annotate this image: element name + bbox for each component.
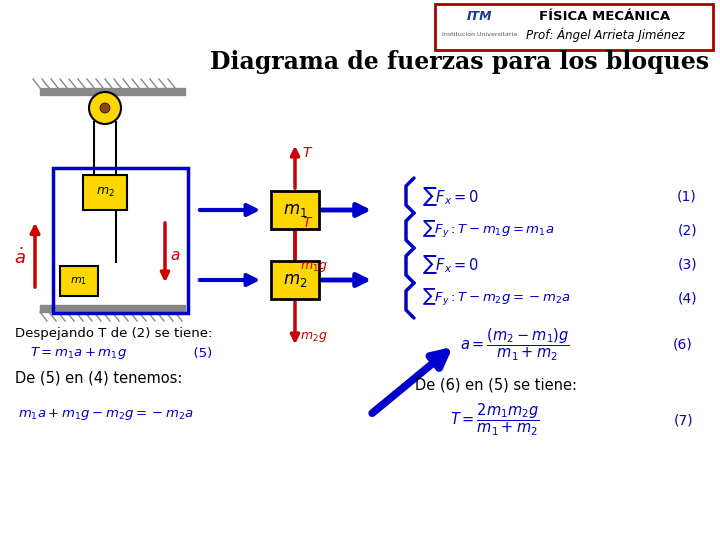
- Text: (6): (6): [673, 338, 693, 352]
- Bar: [435, 4, 713, 50]
- Text: $m_2g$: $m_2g$: [300, 330, 328, 344]
- Text: ITM: ITM: [467, 10, 492, 23]
- Text: $m_2$: $m_2$: [283, 271, 307, 289]
- Text: $\dot{a}$: $\dot{a}$: [14, 248, 26, 268]
- Text: $m_1g$: $m_1g$: [300, 260, 328, 274]
- Text: (4): (4): [678, 291, 697, 305]
- Text: De (6) en (5) se tiene:: De (6) en (5) se tiene:: [415, 377, 577, 393]
- Text: $a = \dfrac{(m_2 - m_1)g}{m_1 + m_2}$: $a = \dfrac{(m_2 - m_1)g}{m_1 + m_2}$: [460, 327, 570, 363]
- Text: Institución Universitaria: Institución Universitaria: [442, 31, 518, 37]
- Text: $\sum F_y : T - m_2g = -m_2a$: $\sum F_y : T - m_2g = -m_2a$: [422, 287, 570, 308]
- Text: Prof: Ángel Arrieta Jiménez: Prof: Ángel Arrieta Jiménez: [526, 28, 684, 42]
- Text: $\sum F_y : T - m_1g = m_1a$: $\sum F_y : T - m_1g = m_1a$: [422, 219, 554, 240]
- Text: Despejando T de (2) se tiene:: Despejando T de (2) se tiene:: [15, 327, 212, 340]
- Text: (7): (7): [673, 413, 693, 427]
- Text: Diagrama de fuerzas para los bloques: Diagrama de fuerzas para los bloques: [210, 50, 709, 74]
- Bar: [83, 175, 127, 210]
- Text: $a$: $a$: [170, 247, 180, 262]
- Bar: [53, 168, 188, 313]
- Text: $T = m_1a + m_1g$: $T = m_1a + m_1g$: [30, 345, 127, 361]
- Text: $m_1a + m_1g - m_2g = -m_2a$: $m_1a + m_1g - m_2g = -m_2a$: [18, 408, 194, 422]
- Text: $\sum F_x = 0$: $\sum F_x = 0$: [422, 186, 480, 208]
- Bar: [60, 266, 98, 296]
- Text: (1): (1): [678, 190, 697, 204]
- Text: (2): (2): [678, 223, 697, 237]
- Text: $T$: $T$: [302, 216, 313, 230]
- Bar: [271, 261, 319, 299]
- Circle shape: [89, 92, 121, 124]
- Circle shape: [100, 103, 110, 113]
- Text: $T$: $T$: [302, 146, 313, 160]
- Text: $m_1$: $m_1$: [283, 201, 307, 219]
- Text: FÍSICA MECÁNICA: FÍSICA MECÁNICA: [539, 10, 670, 24]
- Text: $T = \dfrac{2m_1m_2g}{m_1 + m_2}$: $T = \dfrac{2m_1m_2g}{m_1 + m_2}$: [450, 402, 540, 438]
- Text: $m_2$: $m_2$: [96, 186, 114, 199]
- Text: (3): (3): [678, 258, 697, 272]
- Bar: [100, 95, 110, 103]
- Bar: [271, 191, 319, 229]
- Text: $\sum F_x = 0$: $\sum F_x = 0$: [422, 253, 480, 276]
- Bar: [40, 88, 185, 95]
- Text: (5): (5): [185, 347, 212, 360]
- Text: De (5) en (4) tenemos:: De (5) en (4) tenemos:: [15, 370, 182, 386]
- Bar: [40, 305, 185, 312]
- Text: $m_1$: $m_1$: [71, 275, 88, 287]
